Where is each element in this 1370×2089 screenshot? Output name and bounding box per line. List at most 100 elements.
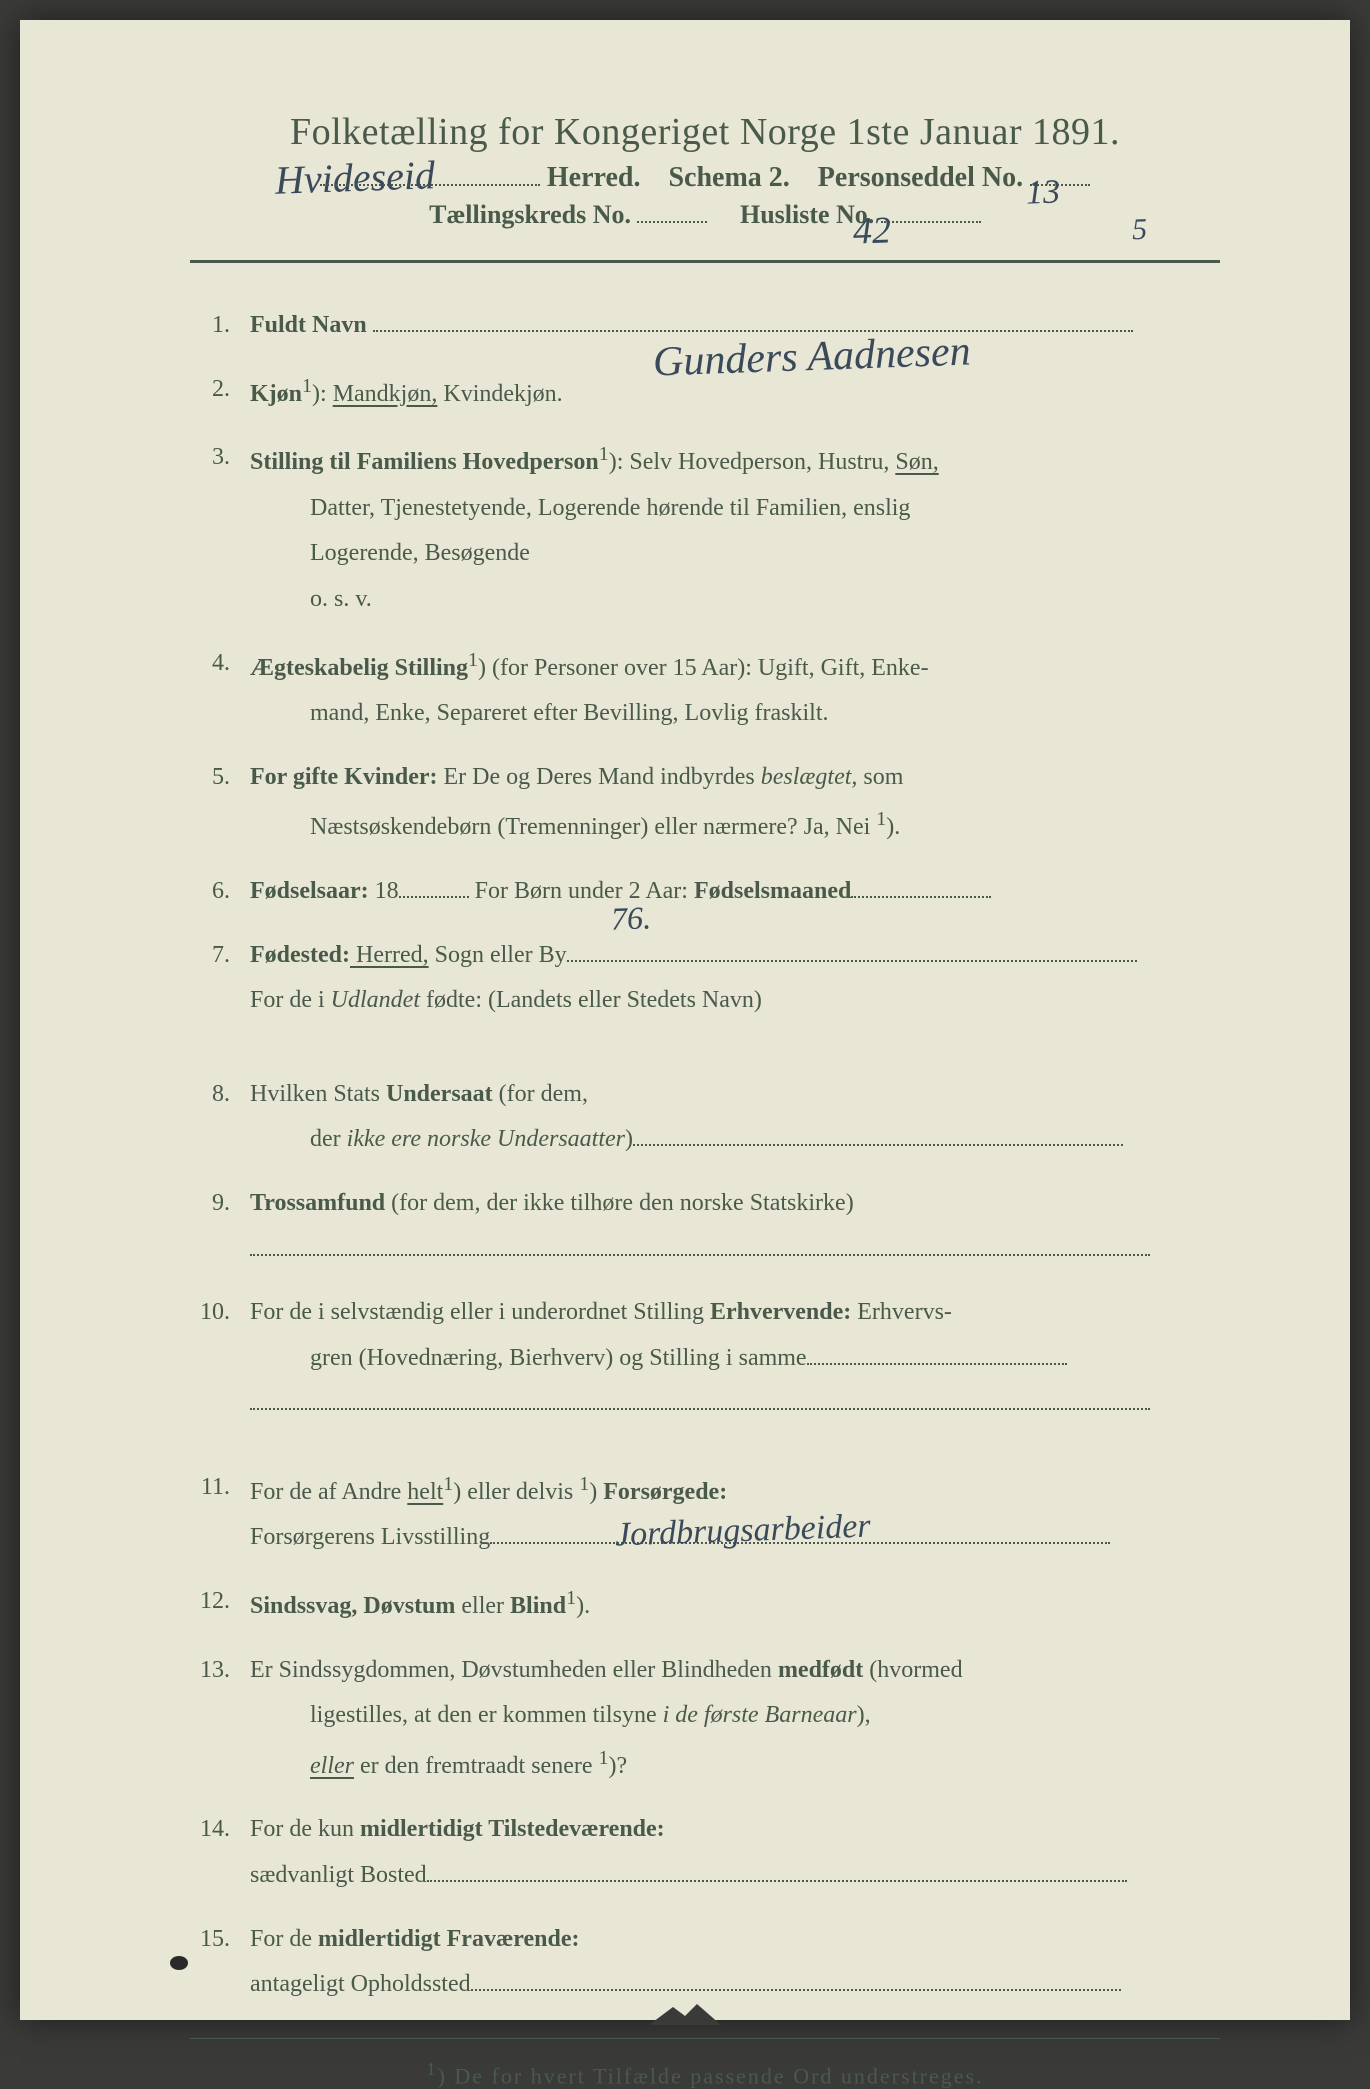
item-15-content: For de midlertidigt Fraværende: antageli… — [250, 1917, 1220, 2008]
item-7-line2a: For de i — [250, 987, 331, 1013]
item-14-num: 14. — [190, 1807, 250, 1898]
sup-11b: 1 — [579, 1473, 589, 1495]
ink-blot — [170, 1956, 188, 1970]
sup-4: 1 — [468, 649, 478, 671]
item-7-ital: Udlandet — [331, 987, 420, 1013]
item-10-t1: For de i selvstændig eller i underordnet… — [250, 1299, 710, 1325]
item-3-line2: Datter, Tjenestetyende, Logerende hørend… — [250, 495, 910, 521]
item-6-label: Fødselsaar: — [250, 878, 369, 904]
item-13-line2a: ligestilles, at den er kommen tilsyne — [250, 1702, 663, 1728]
item-12: 12. Sindssvag, Døvstum eller Blind1). — [190, 1579, 1220, 1630]
subheader-line2: Tællingskreds No. 5 Husliste No. 42 — [190, 200, 1220, 230]
divider-bottom — [190, 2038, 1220, 2039]
item-1: 1. Fuldt Navn Gunders Aadnesen — [190, 303, 1220, 349]
item-9-content: Trossamfund (for dem, der ikke tilhøre d… — [250, 1181, 1220, 1272]
item-12-rest: eller — [455, 1593, 510, 1619]
field-opholdssted — [471, 1989, 1121, 1991]
field-month — [851, 896, 991, 898]
item-5-line2b: ). — [886, 814, 900, 840]
item-2-kvindekjon: Kvindekjøn. — [437, 381, 562, 407]
item-3-label: Stilling til Familiens Hovedperson — [250, 449, 599, 475]
label-herred: Herred. — [547, 162, 641, 193]
item-10-t2: Erhvervs- — [851, 1299, 952, 1325]
subheader-line1: Hvideseid Herred. Schema 2. Personseddel… — [190, 162, 1220, 194]
field-herred — [320, 184, 540, 186]
sup-12: 1 — [566, 1587, 576, 1609]
item-14-t1: For de kun — [250, 1816, 360, 1842]
item-8-content: Hvilken Stats Undersaat (for dem, der ik… — [250, 1072, 1220, 1163]
item-5-rest2: som — [857, 764, 903, 790]
item-12-num: 12. — [190, 1579, 250, 1630]
item-12-end: ). — [576, 1593, 590, 1619]
item-10-line2: gren (Hovednæring, Bierhverv) og Stillin… — [250, 1345, 807, 1371]
item-7-herred: Herred, — [350, 942, 429, 968]
field-name: Gunders Aadnesen — [373, 330, 1133, 332]
item-14-content: For de kun midlertidigt Tilstedeværende:… — [250, 1807, 1220, 1898]
item-5-content: For gifte Kvinder: Er De og Deres Mand i… — [250, 755, 1220, 851]
item-4-content: Ægteskabelig Stilling1) (for Personer ov… — [250, 641, 1220, 737]
item-10: 10. For de i selvstændig eller i underor… — [190, 1290, 1220, 1427]
spacer2 — [190, 1445, 1220, 1465]
item-6-content: Fødselsaar: 1876. For Børn under 2 Aar: … — [250, 869, 1220, 915]
handwriting-herred: Hvideseid — [274, 151, 435, 204]
item-6-num: 6. — [190, 869, 250, 915]
item-4: 4. Ægteskabelig Stilling1) (for Personer… — [190, 641, 1220, 737]
item-11-num: 11. — [190, 1465, 250, 1561]
field-bosted — [427, 1880, 1127, 1882]
item-14: 14. For de kun midlertidigt Tilstedevære… — [190, 1807, 1220, 1898]
field-taellingskreds-no: 5 — [637, 221, 707, 223]
item-8-line2b: ) — [625, 1126, 633, 1152]
item-1-label: Fuldt Navn — [250, 312, 367, 338]
field-undersaat — [633, 1144, 1123, 1146]
item-11-helt: helt — [407, 1479, 443, 1505]
item-2-label: Kjøn — [250, 381, 302, 407]
item-8: 8. Hvilken Stats Undersaat (for dem, der… — [190, 1072, 1220, 1163]
sup-3: 1 — [599, 443, 609, 465]
item-12-bold2: Blind — [510, 1593, 566, 1619]
item-4-line2: mand, Enke, Separeret efter Bevilling, L… — [250, 700, 829, 726]
item-11-content: For de af Andre helt1) eller delvis 1) F… — [250, 1465, 1220, 1561]
item-3-num: 3. — [190, 435, 250, 622]
label-personseddel: Personseddel No. — [818, 162, 1023, 193]
sup-13: 1 — [599, 1747, 609, 1769]
item-7-label: Fødested: — [250, 942, 350, 968]
item-13-line3c: )? — [609, 1753, 628, 1779]
item-1-num: 1. — [190, 303, 250, 349]
item-8-num: 8. — [190, 1072, 250, 1163]
item-5-rest: Er De og Deres Mand indbyrdes — [438, 764, 761, 790]
item-11-t2b: ) — [589, 1479, 603, 1505]
label-schema: Schema 2. — [668, 162, 789, 193]
item-8-ital: ikke ere norske Undersaatter — [347, 1126, 625, 1152]
item-7-line2b: fødte: (Landets eller Stedets Navn) — [420, 987, 762, 1013]
item-5-num: 5. — [190, 755, 250, 851]
handwriting-husliste-no: 42 — [852, 208, 892, 253]
item-13-t2: (hvormed — [863, 1657, 962, 1683]
item-11-t1: For de af Andre — [250, 1479, 407, 1505]
item-4-rest: ) (for Personer over 15 Aar): Ugift, Gif… — [478, 655, 929, 681]
item-15-num: 15. — [190, 1917, 250, 2008]
item-9-bold: Trossamfund — [250, 1190, 385, 1216]
item-14-line2: sædvanligt Bosted — [250, 1862, 427, 1888]
item-11-line2: Forsørgerens Livsstilling — [250, 1524, 490, 1550]
footnote-text: ) De for hvert Tilfælde passende Ord und… — [438, 2063, 984, 2088]
item-3-content: Stilling til Familiens Hovedperson1): Se… — [250, 435, 1220, 622]
item-12-content: Sindssvag, Døvstum eller Blind1). — [250, 1579, 1220, 1630]
item-5: 5. For gifte Kvinder: Er De og Deres Man… — [190, 755, 1220, 851]
field-year: 76. — [399, 896, 469, 898]
sup-1: 1 — [302, 375, 312, 397]
item-9-num: 9. — [190, 1181, 250, 1272]
field-personseddel-no: 13 — [1030, 184, 1090, 186]
item-5-line2a: Næstsøskendebørn (Tremenninger) eller næ… — [250, 814, 876, 840]
item-1-content: Fuldt Navn Gunders Aadnesen — [250, 303, 1220, 349]
item-3-line3: Logerende, Besøgende — [250, 540, 530, 566]
item-13-line3b: er den fremtraadt senere — [354, 1753, 599, 1779]
field-trossamfund — [250, 1254, 1150, 1256]
item-13: 13. Er Sindssygdommen, Døvstumheden elle… — [190, 1648, 1220, 1790]
census-form-page: Folketælling for Kongeriget Norge 1ste J… — [20, 20, 1350, 2020]
handwriting-year: 76. — [610, 887, 652, 949]
item-8-line2a: der — [250, 1126, 347, 1152]
item-12-bold: Sindssvag, Døvstum — [250, 1593, 455, 1619]
field-erhverv2 — [250, 1408, 1150, 1410]
handwriting-taellingskreds-no: 5 — [1132, 213, 1148, 248]
item-10-bold: Erhvervende: — [710, 1299, 851, 1325]
